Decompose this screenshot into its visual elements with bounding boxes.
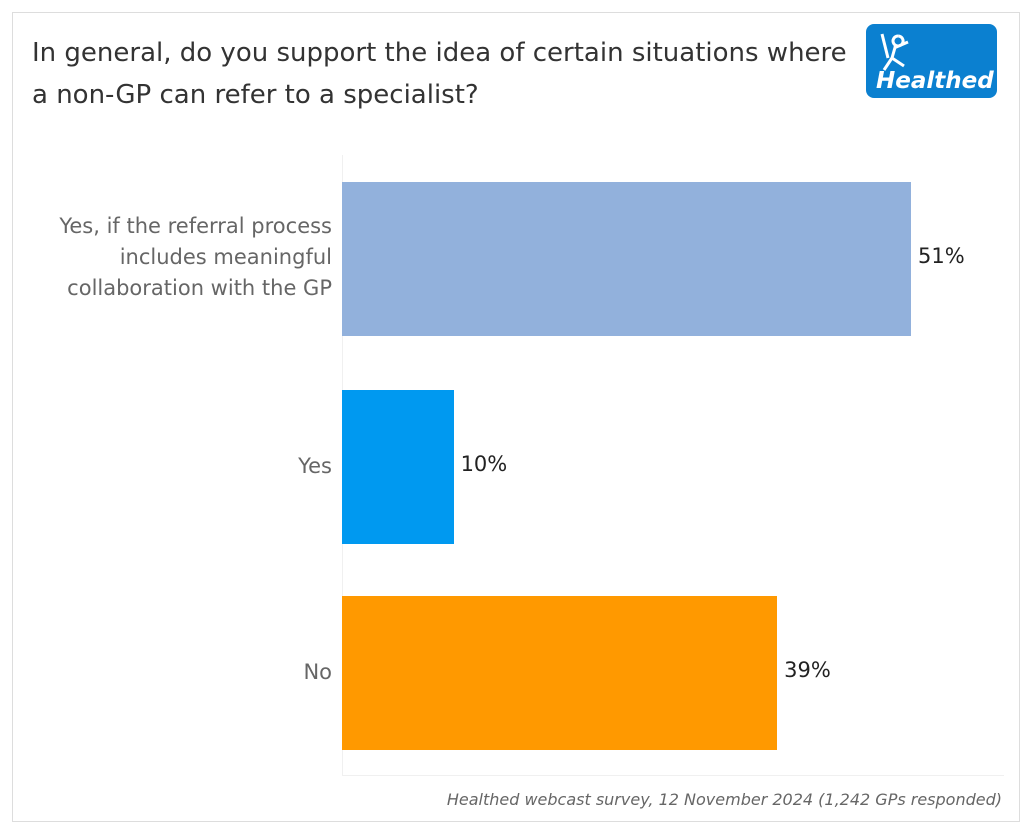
data-label: 39% xyxy=(784,658,831,682)
healthed-logo: Healthed xyxy=(866,24,997,98)
logo-text: Healthed xyxy=(876,68,994,94)
runner-icon xyxy=(880,33,909,71)
category-label: Yes, if the referral process includes me… xyxy=(59,214,332,300)
category-label: No xyxy=(303,660,332,684)
bar-1 xyxy=(342,390,454,544)
data-label: 51% xyxy=(918,244,965,268)
category-label: Yes xyxy=(298,454,332,478)
source-footnote: Healthed webcast survey, 12 November 202… xyxy=(446,790,1002,809)
chart-title: In general, do you support the idea of c… xyxy=(32,38,847,110)
chart-frame xyxy=(12,12,1020,822)
bar-2 xyxy=(342,596,778,750)
data-label: 10% xyxy=(460,452,508,476)
baseline xyxy=(342,775,1004,776)
bar-0 xyxy=(342,182,911,336)
